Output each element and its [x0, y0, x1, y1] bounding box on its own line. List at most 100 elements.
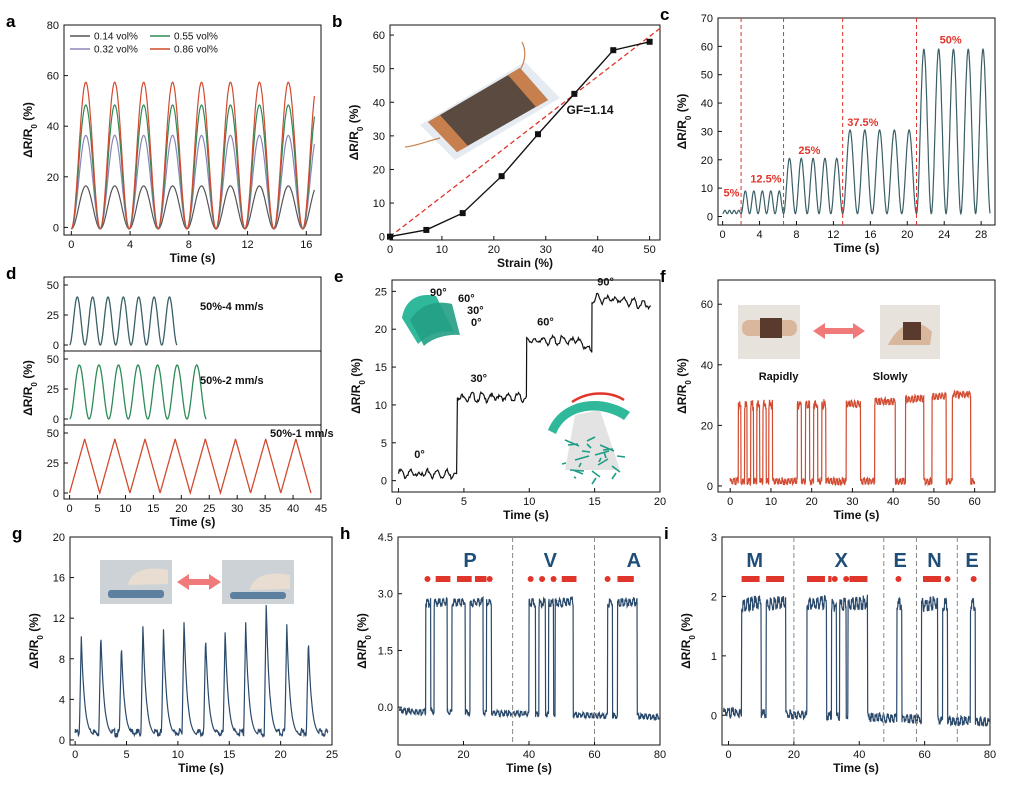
y-tick-label: 0	[379, 232, 385, 244]
x-tick-label: 0	[725, 749, 731, 761]
morse-letter: X	[835, 550, 849, 572]
network-fiber	[567, 443, 579, 446]
morse-dash	[456, 576, 472, 582]
y-tick-label: 40	[701, 98, 713, 110]
x-tick-label: 5	[94, 503, 100, 515]
morse-letter: E	[893, 550, 906, 572]
angle-label: 30°	[470, 373, 487, 385]
inset-angle-label: 90°	[430, 287, 447, 299]
speed-label: 50%-1 mm/s	[270, 428, 334, 440]
morse-letter: A	[627, 550, 641, 572]
y-tick-label: 0	[53, 222, 59, 234]
morse-dot	[831, 576, 838, 582]
data-point	[459, 210, 466, 217]
data-point	[571, 90, 578, 97]
x-axis-label: Time (s)	[170, 251, 216, 265]
y-tick-label: 2	[711, 591, 717, 603]
x-tick-label: 60	[969, 496, 981, 508]
y-tick-label: 10	[701, 183, 713, 195]
ylabel-part: 0	[684, 115, 693, 120]
x-tick-label: 20	[488, 244, 500, 256]
morse-dot	[843, 576, 850, 582]
plot-frame	[389, 24, 661, 241]
x-tick-label: 40	[523, 749, 535, 761]
x-tick-label: 50	[643, 244, 655, 256]
network-fiber	[561, 462, 567, 465]
x-tick-label: 24	[938, 229, 950, 241]
y-axis-label: ΔR/R0 (%)	[349, 358, 367, 414]
panel-letter: e	[334, 267, 343, 286]
ylabel-part: 0	[30, 124, 39, 129]
x-tick-label: 10	[523, 496, 535, 508]
x-axis-label: Time (s)	[178, 761, 224, 775]
y-axis-label: ΔR/R0 (%)	[675, 358, 693, 414]
morse-dot	[895, 576, 902, 582]
sheet-60	[410, 302, 460, 346]
morse-dot	[970, 576, 977, 582]
legend-label: 0.14 vol%	[94, 32, 138, 43]
strain-label: 37.5%	[847, 117, 878, 129]
y-tick-label: 0	[59, 735, 65, 747]
speed-label: 50%-2 mm/s	[200, 375, 264, 387]
ylabel-part: ΔR/R	[355, 639, 369, 669]
plot-frame	[69, 536, 333, 746]
x-tick-label: 25	[326, 749, 338, 761]
y-tick-label: 0	[707, 481, 713, 493]
ylabel-part: (%)	[21, 360, 35, 382]
morse-dash	[741, 576, 760, 582]
y-tick-label: 25	[375, 286, 387, 298]
morse-dash	[766, 576, 785, 582]
signal-line	[723, 594, 990, 728]
y-tick-label: 80	[47, 20, 59, 32]
y-tick-label: 4.5	[378, 532, 393, 544]
electrode-left	[428, 115, 468, 152]
data-line	[389, 41, 650, 238]
y-tick-label: 60	[701, 41, 713, 53]
y-axis-label: ΔR/R0 (%)	[347, 105, 365, 161]
ylabel-part: (%)	[679, 613, 693, 635]
x-tick-label: 0	[727, 496, 733, 508]
x-tick-label: 40	[287, 503, 299, 515]
x-tick-label: 12	[827, 229, 839, 241]
y-tick-label: 30	[701, 126, 713, 138]
panel-letter: h	[340, 524, 350, 543]
sensing-layer	[428, 68, 548, 152]
network-fiber	[598, 457, 602, 463]
y-tick-label: 50	[47, 354, 59, 366]
y-tick-label: 0.0	[378, 702, 393, 714]
subplot-frame	[63, 424, 322, 500]
y-tick-label: 0	[53, 414, 59, 426]
panel-letter: b	[332, 12, 342, 31]
x-tick-label: 60	[919, 749, 931, 761]
y-axis-label: ΔR/R0 (%)	[21, 102, 39, 158]
panel-b: 0 10 20 30 40 50 Strain (%) 0 10 20 30 40 50 60 ΔR/R0 …	[332, 12, 661, 270]
y-axis-label: ΔR/R0 (%)	[355, 613, 373, 669]
ylabel-part: (%)	[675, 94, 689, 116]
sensor-inset-image	[404, 41, 560, 160]
ylabel-part: 0	[30, 382, 39, 387]
x-tick-label: 15	[147, 503, 159, 515]
signal-line	[74, 604, 329, 738]
network-fiber	[581, 450, 591, 453]
y-tick-label: 0	[53, 340, 59, 352]
strain-label: 25%	[798, 145, 820, 157]
group-label: Slowly	[873, 371, 909, 383]
morse-dash	[435, 576, 451, 582]
plot-frame	[717, 17, 996, 226]
y-tick-label: 50	[373, 64, 385, 76]
morse-dash	[806, 576, 825, 582]
x-tick-label: 25	[203, 503, 215, 515]
network-fiber	[616, 455, 626, 458]
network-fiber	[597, 458, 609, 466]
y-tick-label: 20	[373, 164, 385, 176]
panel-letter: f	[660, 267, 666, 286]
arched-sheet	[548, 400, 630, 434]
ylabel-part: (%)	[349, 358, 363, 380]
y-axis-label: ΔR/R0 (%)	[21, 360, 39, 416]
signal-line	[69, 296, 178, 346]
morse-dot	[424, 576, 431, 582]
y-tick-label: 20	[701, 155, 713, 167]
x-tick-label: 0	[395, 496, 401, 508]
finger	[250, 573, 290, 590]
group-label: Rapidly	[759, 371, 800, 383]
